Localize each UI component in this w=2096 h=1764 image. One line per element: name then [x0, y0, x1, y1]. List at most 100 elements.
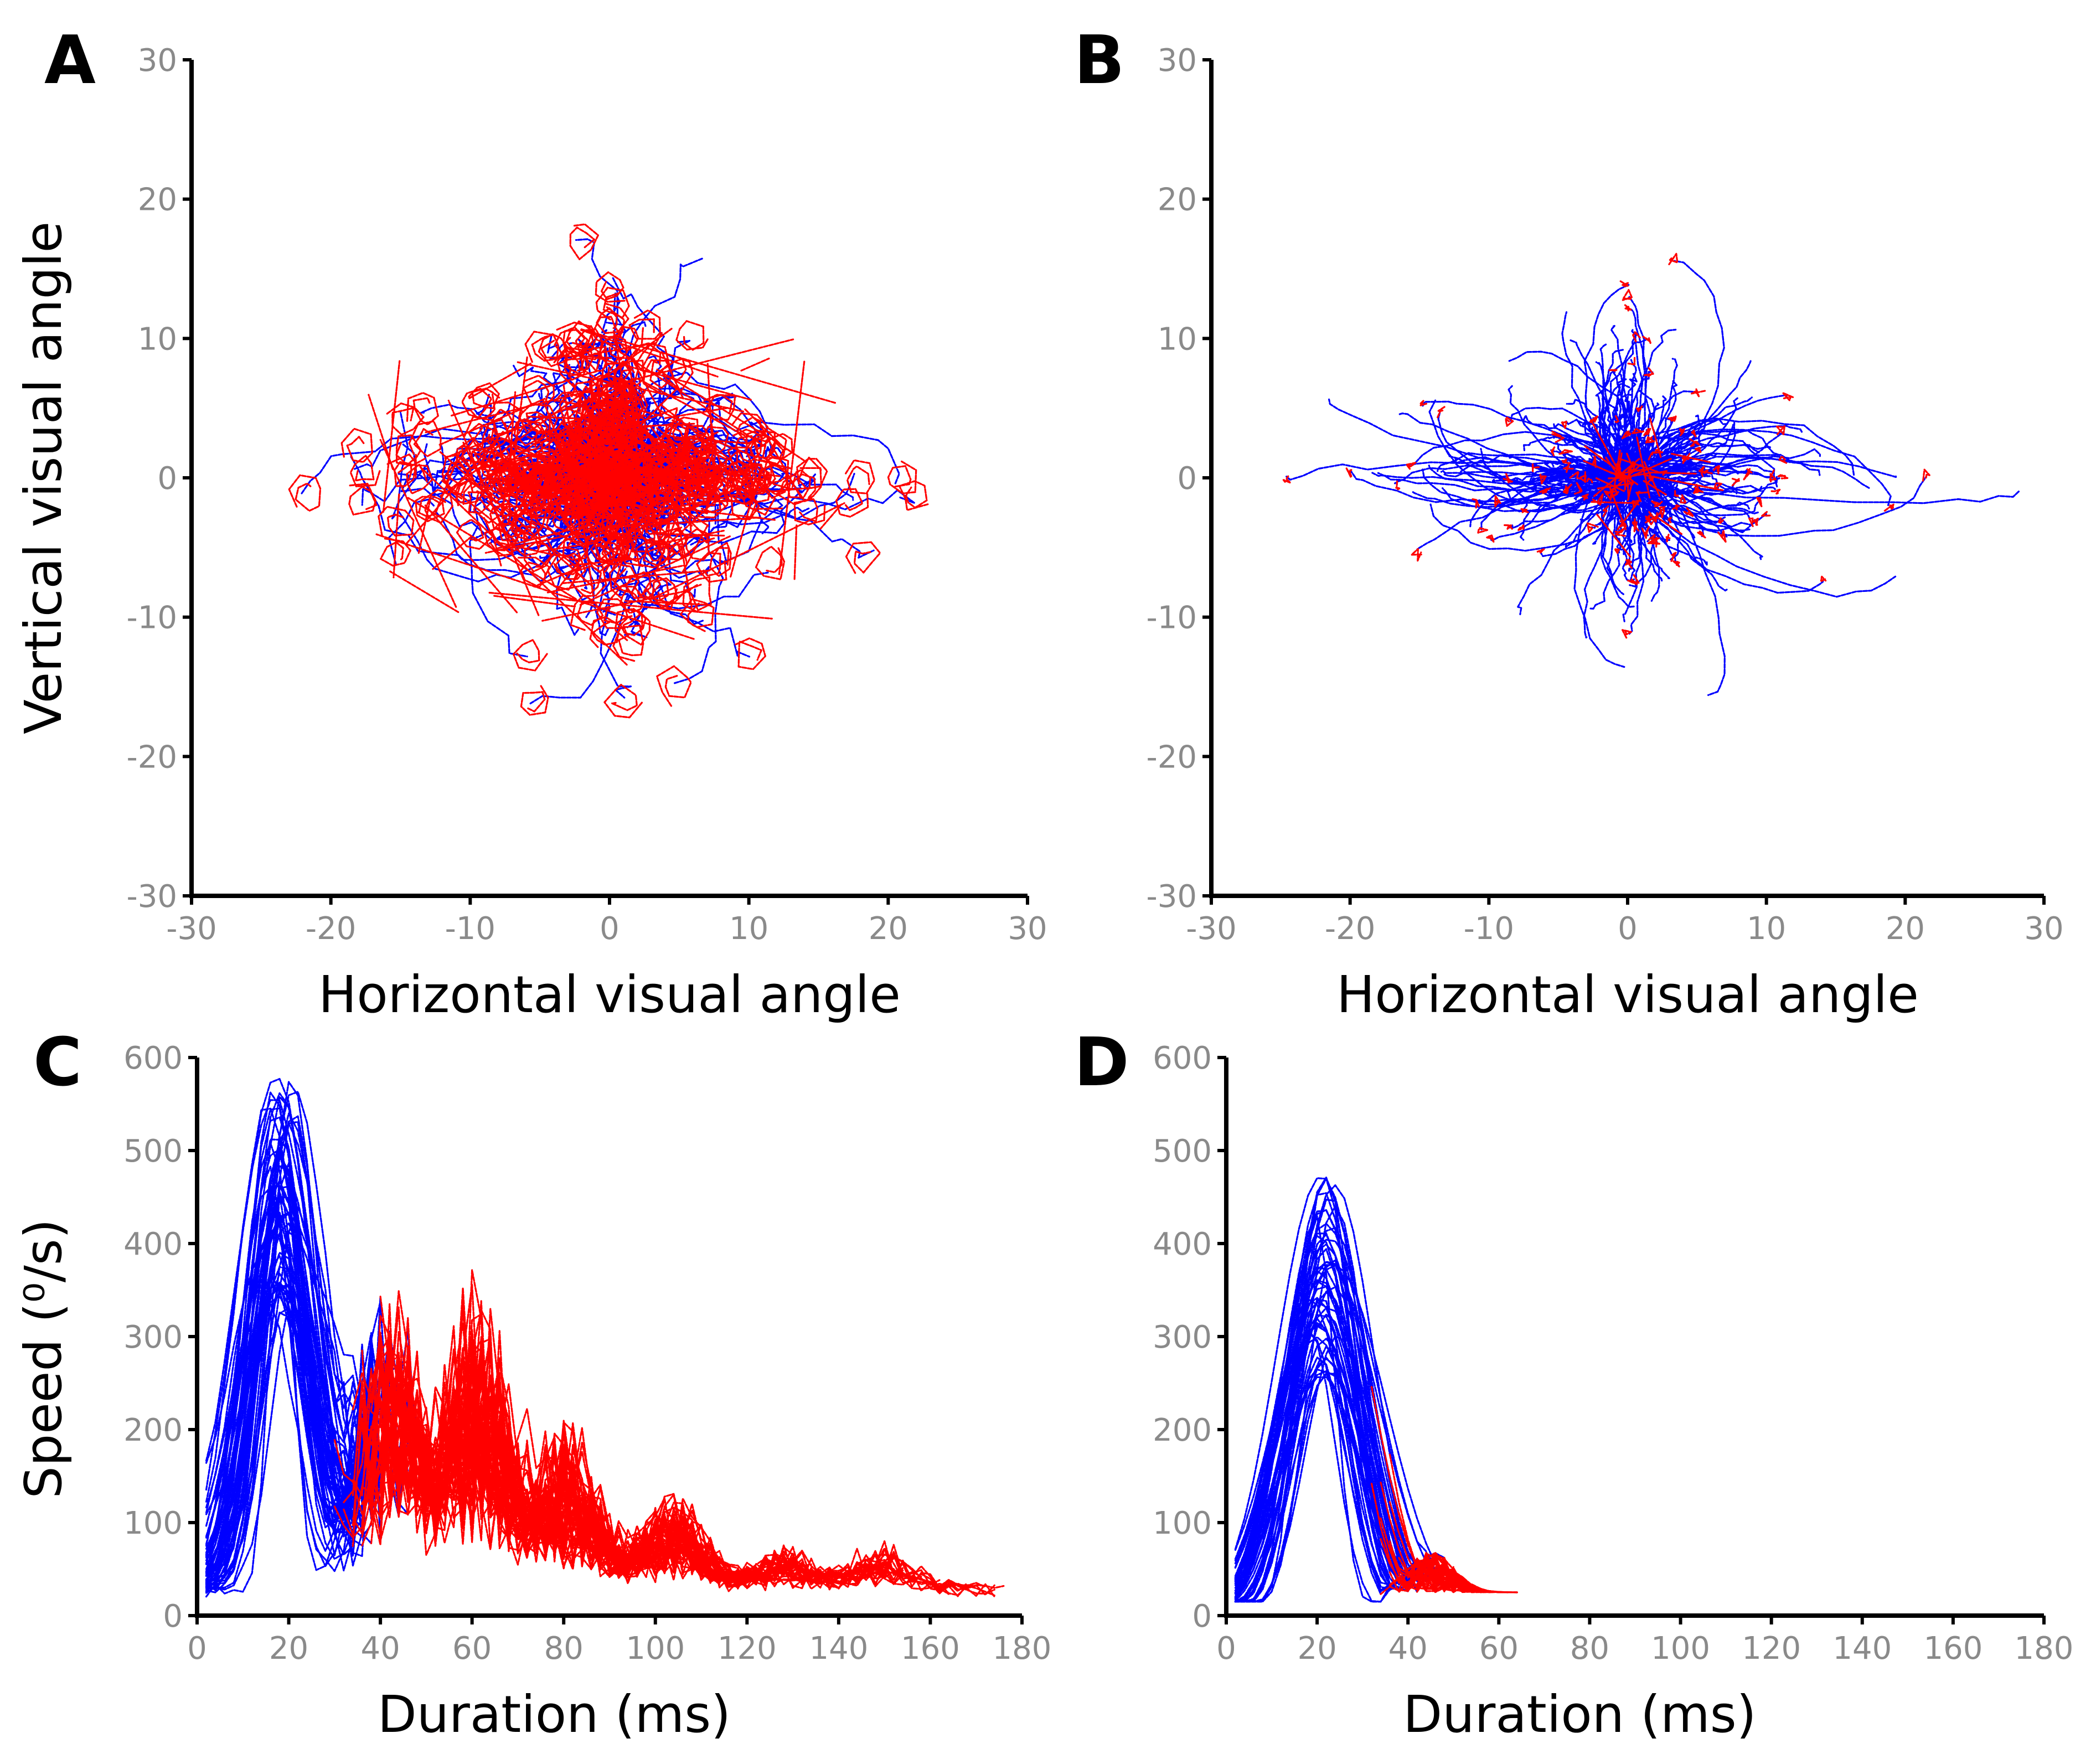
oscillation-trace — [494, 460, 603, 477]
oscillation-trace — [652, 577, 684, 609]
oscillation-trace — [1282, 475, 1292, 484]
oscillation-trace — [1411, 548, 1422, 562]
oscillation-trace — [664, 416, 699, 451]
saccade-speed-trace — [205, 1107, 354, 1538]
oscillation-trace — [456, 517, 494, 550]
oscillation-trace — [1641, 527, 1647, 539]
oscillation-trace — [447, 399, 540, 616]
saccade-speed-trace — [205, 1296, 363, 1574]
x-axis-title: Horizontal visual angle — [1336, 965, 1919, 1024]
saccade-trace — [1583, 489, 1630, 639]
blue-speed-profiles — [1234, 1177, 1445, 1603]
oscillation-trace — [1769, 469, 1777, 483]
oscillation-trace — [1748, 517, 1754, 527]
oscillation-trace — [610, 420, 645, 478]
oscillation-trace — [576, 447, 589, 453]
oscillation-trace — [662, 421, 690, 547]
oscillation-trace — [588, 410, 620, 445]
oscillation-trace — [639, 385, 680, 426]
oscillation-trace — [1680, 494, 1687, 504]
oscillation-trace — [616, 484, 677, 507]
oscillation-trace — [684, 450, 694, 468]
oscillation-trace — [499, 440, 606, 463]
x-tick-label: -30 — [1186, 911, 1236, 947]
oscillation-trace — [796, 456, 828, 490]
y-tick-label: 10 — [1158, 321, 1197, 357]
oscillation-trace — [556, 460, 566, 499]
oscillation-trace — [1672, 504, 1680, 511]
oscillation-trace — [1761, 510, 1771, 517]
oscillation-trace — [582, 541, 616, 572]
y-tick-label: 0 — [157, 461, 177, 497]
saccade-speed-trace — [205, 1307, 363, 1590]
oscillation-trace — [623, 422, 663, 461]
x-tick-label: 100 — [626, 1631, 685, 1667]
oscillation-trace — [727, 446, 759, 477]
oscillation-trace — [1626, 452, 1634, 468]
oscillation-trace — [1609, 486, 1627, 530]
oscillation-trace — [1656, 506, 1666, 519]
oscillation-trace — [606, 499, 622, 528]
oscillation-trace — [570, 529, 632, 561]
x-tick-label: 60 — [1479, 1631, 1519, 1667]
oscillation-trace — [1619, 280, 1629, 287]
oscillation-trace — [637, 481, 642, 489]
x-tick-label: 180 — [2015, 1631, 2074, 1667]
oscillation-trace — [565, 320, 598, 357]
oscillation-trace — [1586, 522, 1599, 533]
oscillation-trace — [1520, 508, 1529, 513]
oscillation-trace — [1562, 483, 1573, 494]
oscillation-trace — [1539, 487, 1551, 494]
oscillation-trace — [468, 382, 500, 409]
saccade-speed-trace — [1234, 1370, 1418, 1581]
y-tick-label: -20 — [1147, 739, 1197, 775]
x-tick-label: 80 — [1570, 1631, 1609, 1667]
oscillation-trace — [1670, 551, 1677, 563]
x-tick-label: 160 — [901, 1631, 960, 1667]
y-axis-title: Speed (⁰/s) — [14, 1219, 73, 1498]
oscillation-trace — [493, 447, 550, 514]
x-tick-label: 20 — [269, 1631, 308, 1667]
oscillation-trace — [441, 454, 474, 489]
oscillation-trace — [554, 399, 647, 417]
oscillation-trace — [512, 639, 548, 672]
oscillation-trace — [1651, 500, 1663, 508]
y-tick-label: -30 — [1147, 879, 1197, 915]
oscillation-trace — [417, 499, 431, 554]
oscillation-trace — [1643, 474, 1724, 492]
oscillation-trace — [1682, 507, 1695, 518]
oscillation-trace — [569, 494, 606, 498]
oscillation-trace — [1586, 477, 1593, 484]
x-tick-label: 180 — [993, 1631, 1052, 1667]
x-tick-label: -10 — [445, 911, 495, 947]
x-tick-label: 100 — [1651, 1631, 1710, 1667]
oscillation-trace — [572, 527, 607, 535]
oscillation-trace — [485, 457, 514, 491]
oscillation-trace — [621, 463, 628, 530]
oscillation-trace — [348, 483, 378, 516]
oscillation-trace — [569, 223, 600, 260]
panel-letter-a: A — [44, 22, 96, 99]
oscillation-trace — [592, 502, 623, 534]
oscillation-trace — [568, 558, 638, 566]
saccade-speed-trace — [205, 1232, 354, 1464]
oscillation-trace — [570, 453, 582, 470]
x-tick-label: 0 — [600, 911, 619, 947]
oscillation-trace — [640, 409, 678, 539]
oscillation-trace — [533, 563, 588, 588]
x-tick-label: 10 — [729, 911, 768, 947]
oscillation-trace — [582, 517, 613, 532]
oscillation-trace — [393, 493, 400, 579]
oscillation-trace — [1636, 491, 1649, 494]
oscillation-trace — [756, 427, 787, 465]
oscillation-trace — [462, 482, 493, 514]
oscillation-trace — [1597, 482, 1634, 489]
saccade-speed-trace — [1234, 1286, 1418, 1600]
saccade-speed-trace — [205, 1282, 345, 1545]
oscillation-trace — [1674, 490, 1679, 497]
oscillation-trace — [1345, 467, 1353, 478]
saccade-trace — [1428, 399, 1613, 509]
oscillation-trace — [1406, 462, 1417, 470]
saccade-speed-trace — [205, 1091, 373, 1572]
oscillation-speed-trace — [1425, 1561, 1491, 1593]
